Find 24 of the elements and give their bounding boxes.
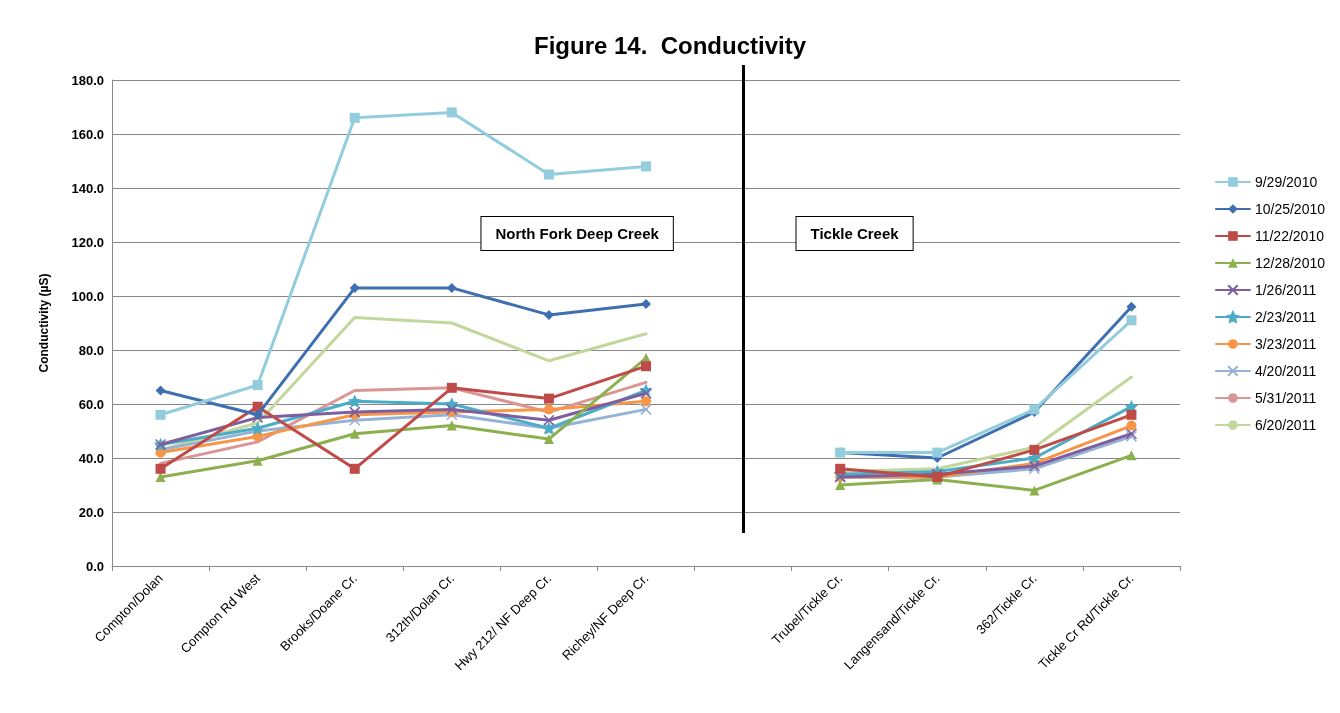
y-tick-label: 20.0: [78, 504, 104, 520]
legend-label: 9/29/2010: [1254, 174, 1318, 190]
legend-label: 1/26/2011: [1254, 282, 1317, 298]
chart-title: Figure 14. Conductivity: [533, 31, 807, 59]
y-tick-label: 40.0: [78, 450, 104, 466]
y-tick-label: 80.0: [78, 342, 104, 358]
legend-label: 5/31/2011: [1254, 390, 1317, 406]
y-tick-label: 140.0: [71, 180, 104, 196]
y-tick-label: 180.0: [71, 72, 104, 88]
y-tick-label: 160.0: [71, 126, 104, 142]
annotation: North Fork Deep Creek: [495, 225, 660, 243]
legend-label: 12/28/2010: [1254, 255, 1326, 271]
y-tick-label: 120.0: [71, 234, 104, 250]
legend-label: 3/23/2011: [1254, 336, 1317, 352]
y-tick-label: 100.0: [71, 288, 104, 304]
y-tick-label: 0.0: [85, 558, 104, 574]
legend-label: 4/20/2011: [1254, 363, 1317, 379]
legend-label: 6/20/2011: [1254, 417, 1317, 433]
legend-label: 10/25/2010: [1254, 201, 1326, 217]
legend-label: 11/22/2010: [1254, 228, 1325, 244]
y-axis-title: Conductivity (µS): [37, 273, 51, 373]
y-tick-label: 60.0: [78, 396, 104, 412]
legend-label: 2/23/2011: [1254, 309, 1317, 325]
annotation: Tickle Creek: [810, 225, 900, 243]
